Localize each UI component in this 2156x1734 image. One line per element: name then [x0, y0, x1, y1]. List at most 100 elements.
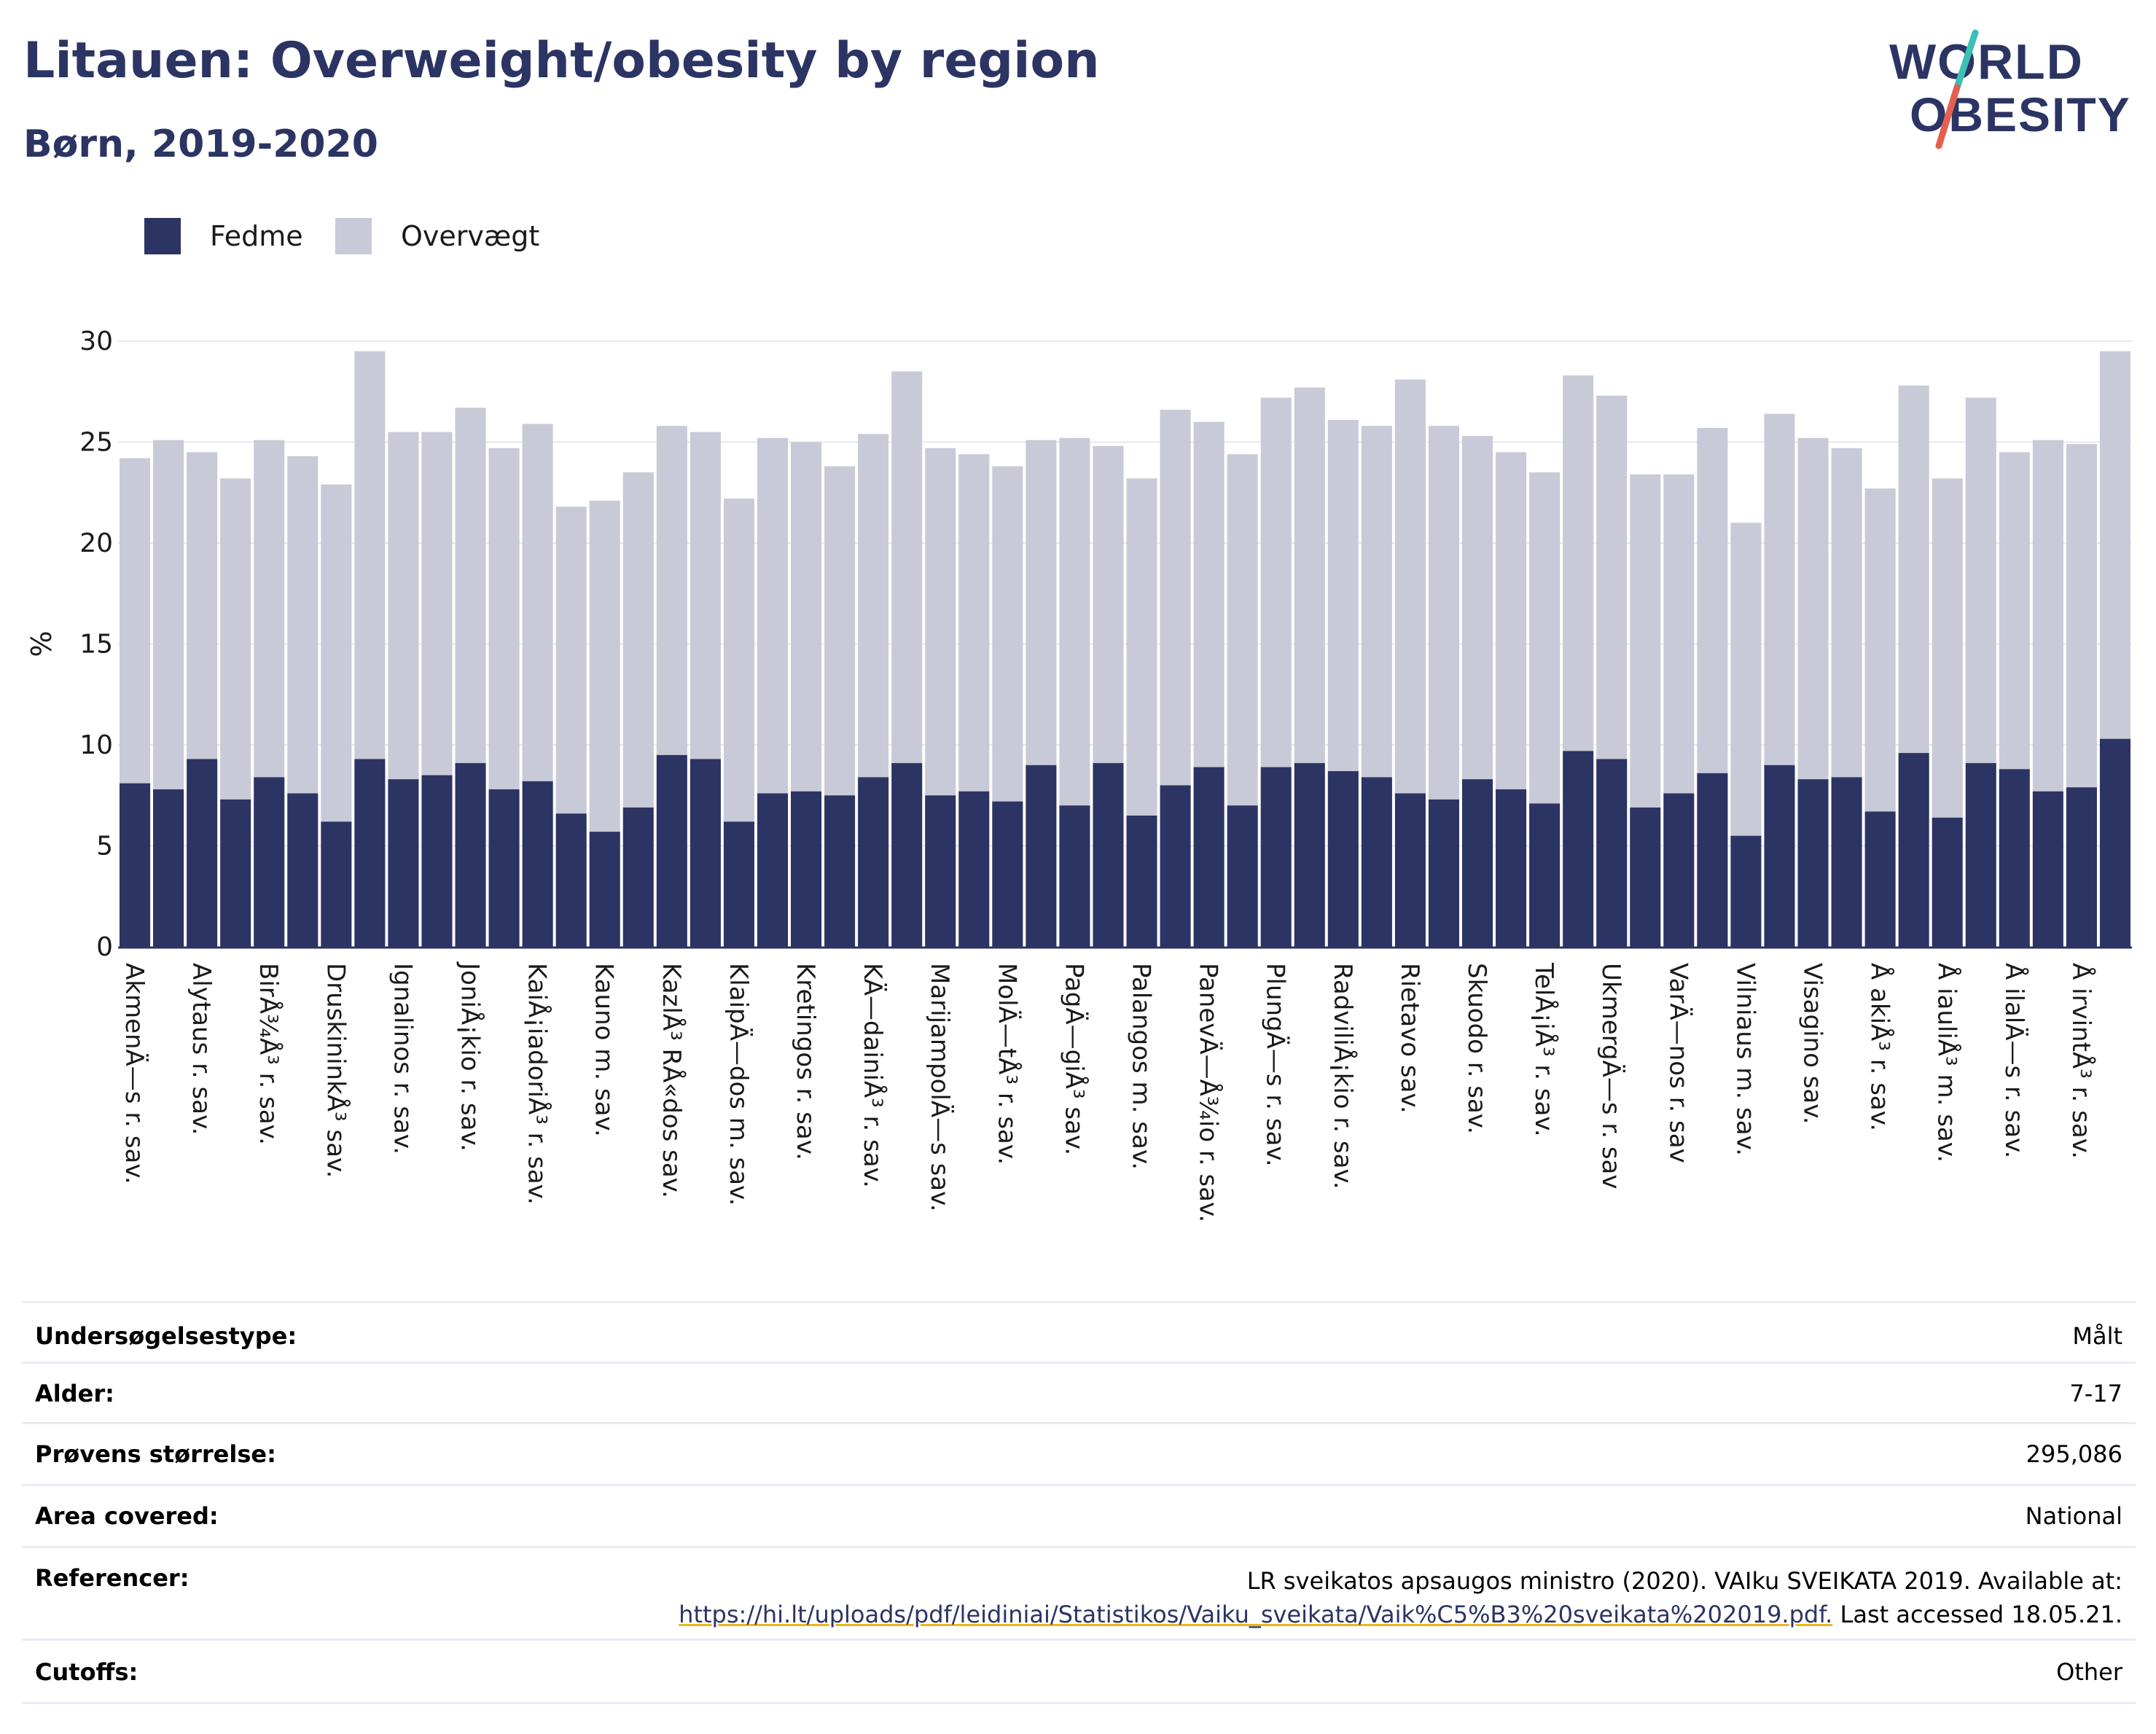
- bar-overvaegt: [354, 351, 386, 759]
- x-tick-label: Skuodo r. sav.: [1462, 963, 1491, 1134]
- x-tick-label: TelÅ¡iÅ³ r. sav.: [1529, 962, 1559, 1137]
- bar-fedme: [2032, 791, 2063, 947]
- meta-value: National: [2025, 1502, 2122, 1530]
- bar-fedme: [187, 759, 218, 947]
- x-tick-label: MarijampolÄ—s sav.: [925, 963, 954, 1211]
- bar-overvaegt: [187, 452, 218, 759]
- legend-label-overvaegt: Overvægt: [401, 220, 540, 252]
- bar-fedme: [287, 793, 319, 947]
- bar-fedme: [1697, 773, 1728, 947]
- x-tick-label: BirÅ¾Å³ r. sav.: [254, 963, 284, 1145]
- bar-fedme: [1059, 805, 1090, 947]
- y-tick-label: 15: [79, 630, 113, 660]
- bar-fedme: [992, 801, 1023, 947]
- bar-fedme: [1327, 771, 1359, 947]
- y-axis-label: %: [26, 630, 58, 657]
- bar-fedme: [1227, 805, 1258, 947]
- meta-key: Referencer:: [35, 1564, 190, 1592]
- bar-fedme: [690, 759, 721, 947]
- bar-fedme: [220, 799, 251, 947]
- chart-title: Litauen: Overweight/obesity by region: [23, 32, 1100, 90]
- bar-overvaegt: [1864, 488, 1896, 812]
- bar-overvaegt: [1394, 379, 1426, 794]
- bar-overvaegt: [1496, 452, 1527, 789]
- bar-overvaegt: [1126, 478, 1157, 816]
- meta-key: Area covered:: [35, 1502, 219, 1530]
- bar-overvaegt: [1160, 410, 1191, 786]
- bar-overvaegt: [1999, 452, 2030, 770]
- bar-overvaegt: [2032, 440, 2063, 792]
- meta-row-cutoffs: Cutoffs: Other: [22, 1639, 2136, 1704]
- bar-fedme: [1462, 779, 1493, 947]
- x-tick-label: Vilniaus m. sav.: [1730, 963, 1759, 1156]
- bar-fedme: [488, 789, 520, 947]
- bar-fedme: [1126, 815, 1157, 947]
- bar-overvaegt: [1260, 397, 1292, 768]
- logo-slash-bottom: [1935, 84, 1961, 149]
- y-tick-label: 0: [96, 932, 113, 962]
- reference-link[interactable]: https://hi.lt/uploads/pdf/leidiniai/Stat…: [679, 1601, 1833, 1628]
- bar-overvaegt: [622, 472, 654, 808]
- logo-text-world: WORLD: [1889, 34, 2084, 90]
- reference-accessed: Last accessed 18.05.21.: [1832, 1601, 2123, 1628]
- y-tick-label: 25: [79, 428, 113, 458]
- bar-overvaegt: [1428, 426, 1459, 800]
- legend-swatch-fedme: [144, 218, 181, 254]
- bar-overvaegt: [958, 454, 990, 792]
- x-tick-label: Å ilalÄ—s r. sav.: [1999, 963, 2029, 1158]
- x-tick-label: PlungÄ—s r. sav.: [1261, 963, 1290, 1167]
- bar-overvaegt: [421, 431, 453, 776]
- bar-fedme: [1428, 799, 1459, 947]
- bar-fedme: [925, 795, 956, 947]
- bar-overvaegt: [1663, 474, 1695, 794]
- bar-overvaegt: [824, 466, 856, 796]
- bar-fedme: [1361, 777, 1392, 947]
- bar-fedme: [421, 775, 453, 947]
- bar-fedme: [958, 791, 990, 947]
- bar-overvaegt: [1227, 454, 1258, 806]
- bar-overvaegt: [690, 431, 721, 759]
- bar-overvaegt: [287, 456, 319, 794]
- x-tick-label: DruskininkÅ³ sav.: [321, 963, 351, 1178]
- bar-fedme: [153, 789, 184, 947]
- meta-row-references: Referencer: LR sveikatos apsaugos minist…: [22, 1546, 2136, 1639]
- bar-fedme: [1496, 789, 1527, 947]
- bar-fedme: [891, 762, 923, 947]
- x-tick-label: KÄ—dainiÅ³ r. sav.: [858, 963, 888, 1188]
- legend-item-fedme[interactable]: Fedme: [144, 217, 303, 255]
- x-tick-label: KazlÅ³ RÅ«dos sav.: [657, 963, 687, 1198]
- x-tick-label: Å iauliÅ³ m. sav.: [1932, 963, 1962, 1163]
- bar-overvaegt: [1932, 478, 1963, 818]
- bar-fedme: [1797, 779, 1829, 947]
- meta-row-survey-type: Undersøgelsestype: Målt: [22, 1301, 2136, 1362]
- legend-item-overvaegt[interactable]: Overvægt: [335, 217, 539, 255]
- x-tick-label: KlaipÄ—dos m. sav.: [724, 963, 753, 1206]
- meta-value: 295,086: [2026, 1440, 2122, 1468]
- x-tick-label: Kauno m. sav.: [590, 963, 619, 1137]
- bar-fedme: [1596, 759, 1628, 947]
- x-tick-label: Alytaus r. sav.: [187, 963, 216, 1135]
- meta-key: Alder:: [35, 1380, 114, 1407]
- bar-fedme: [622, 807, 654, 947]
- bar-fedme: [2066, 787, 2097, 947]
- bar-fedme: [1663, 793, 1695, 947]
- x-tick-label: Å irvintÅ³ r. sav.: [2066, 963, 2096, 1159]
- chart-subtitle: Børn, 2019-2020: [23, 122, 378, 166]
- bar-overvaegt: [1797, 437, 1829, 780]
- bar-overvaegt: [1059, 437, 1090, 806]
- bar-overvaegt: [153, 440, 184, 789]
- bar-overvaegt: [321, 484, 352, 822]
- bar-overvaegt: [1294, 387, 1325, 763]
- bar-overvaegt: [1730, 523, 1762, 836]
- x-tick-label: Rietavo sav.: [1395, 963, 1424, 1114]
- bar-fedme: [1898, 753, 1929, 947]
- x-tick-label: RadviliÅ¡kio r. sav.: [1328, 963, 1358, 1190]
- bar-overvaegt: [455, 407, 486, 763]
- bar-fedme: [1026, 765, 1057, 947]
- bar-overvaegt: [2066, 444, 2097, 788]
- x-tick-label: Palangos m. sav.: [1127, 963, 1156, 1170]
- bar-overvaegt: [1093, 446, 1124, 763]
- x-tick-label: Ignalinos r. sav.: [388, 963, 417, 1155]
- bar-fedme: [1764, 765, 1795, 947]
- x-tick-label: Visagino sav.: [1798, 963, 1827, 1125]
